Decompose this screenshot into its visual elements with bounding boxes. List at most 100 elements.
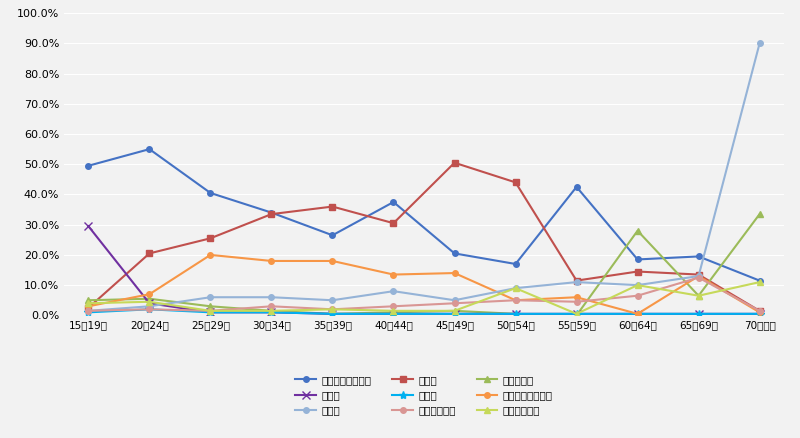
卒　業 — [206, 310, 215, 315]
退職・廃業 — [633, 228, 642, 233]
住　宅 — [389, 289, 398, 294]
交通の利便性 — [754, 308, 764, 314]
就　学 — [389, 311, 398, 317]
転　動 — [389, 221, 398, 226]
卒　業 — [633, 311, 642, 317]
卒　業 — [510, 311, 520, 317]
卒　業 — [145, 307, 154, 312]
Line: 就職・転職・転業: 就職・転職・転業 — [86, 146, 762, 283]
交通の利便性 — [633, 293, 642, 298]
転　動 — [510, 180, 520, 185]
退職・廃業 — [328, 311, 338, 317]
就　学 — [206, 310, 215, 315]
卒　業 — [389, 311, 398, 317]
結婚・離婚・縁組 — [266, 258, 276, 264]
交通の利便性 — [266, 304, 276, 309]
住　宅 — [266, 295, 276, 300]
住　宅 — [450, 298, 459, 303]
Legend: 就職・転職・転業, 就　学, 住　宅, 転　動, 卒　業, 交通の利便性, 退職・廃業, 結婚・離婚・縁組, 生活の利便性: 就職・転職・転業, 就 学, 住 宅, 転 動, 卒 業, 交通の利便性, 退職… — [295, 375, 553, 415]
交通の利便性 — [206, 308, 215, 314]
住　宅 — [328, 298, 338, 303]
退職・廃業 — [206, 304, 215, 309]
交通の利便性 — [145, 307, 154, 312]
就職・転職・転業 — [572, 184, 582, 190]
卒　業 — [694, 311, 703, 317]
卒　業 — [572, 311, 582, 317]
交通の利便性 — [84, 308, 94, 314]
退職・廃業 — [389, 310, 398, 315]
生活の利便性 — [328, 307, 338, 312]
生活の利便性 — [450, 308, 459, 314]
就　学 — [572, 311, 582, 317]
住　宅 — [206, 295, 215, 300]
転　動 — [633, 269, 642, 274]
卒　業 — [328, 311, 338, 317]
就　学 — [328, 311, 338, 317]
就職・転職・転業 — [206, 191, 215, 196]
転　動 — [754, 308, 764, 314]
卒　業 — [754, 311, 764, 317]
結婚・離婚・縁組 — [694, 273, 703, 279]
生活の利便性 — [633, 283, 642, 288]
退職・廃業 — [84, 298, 94, 303]
転　動 — [450, 160, 459, 166]
生活の利便性 — [754, 279, 764, 285]
結婚・離婚・縁組 — [450, 270, 459, 276]
住　宅 — [694, 273, 703, 279]
退職・廃業 — [450, 308, 459, 314]
就職・転職・転業 — [266, 210, 276, 215]
転　動 — [145, 251, 154, 256]
Line: 就　学: 就 学 — [84, 222, 764, 318]
結婚・離婚・縁組 — [754, 310, 764, 315]
交通の利便性 — [450, 300, 459, 306]
卒　業 — [266, 310, 276, 315]
退職・廃業 — [572, 313, 582, 318]
転　動 — [572, 278, 582, 283]
就職・転職・転業 — [633, 257, 642, 262]
退職・廃業 — [754, 212, 764, 217]
退職・廃業 — [694, 293, 703, 298]
就職・転職・転業 — [510, 261, 520, 267]
住　宅 — [145, 304, 154, 309]
生活の利便性 — [389, 308, 398, 314]
転　動 — [206, 236, 215, 241]
交通の利便性 — [510, 298, 520, 303]
卒　業 — [450, 311, 459, 317]
交通の利便性 — [572, 299, 582, 304]
就　学 — [633, 311, 642, 317]
生活の利便性 — [145, 299, 154, 304]
就職・転職・転業 — [145, 146, 154, 152]
退職・廃業 — [266, 308, 276, 314]
就職・転職・転業 — [754, 278, 764, 283]
住　宅 — [510, 286, 520, 291]
生活の利便性 — [84, 300, 94, 306]
結婚・離婚・縁組 — [206, 252, 215, 258]
就　学 — [450, 311, 459, 317]
転　動 — [694, 272, 703, 277]
Line: 交通の利便性: 交通の利便性 — [86, 275, 762, 314]
住　宅 — [754, 41, 764, 46]
結婚・離婚・縁組 — [633, 311, 642, 317]
就　学 — [694, 311, 703, 317]
就　学 — [266, 310, 276, 315]
Line: 卒　業: 卒 業 — [84, 305, 764, 318]
Line: 住　宅: 住 宅 — [86, 41, 762, 314]
住　宅 — [572, 279, 582, 285]
結婚・離婚・縁組 — [145, 292, 154, 297]
就　学 — [145, 300, 154, 306]
生活の利便性 — [694, 293, 703, 298]
就　学 — [754, 311, 764, 317]
結婚・離婚・縁組 — [572, 295, 582, 300]
住　宅 — [633, 283, 642, 288]
交通の利便性 — [694, 275, 703, 280]
Line: 転　動: 転 動 — [86, 160, 762, 314]
Line: 生活の利便性: 生活の利便性 — [85, 279, 763, 317]
交通の利便性 — [328, 307, 338, 312]
結婚・離婚・縁組 — [389, 272, 398, 277]
結婚・離婚・縁組 — [510, 298, 520, 303]
就職・転職・転業 — [694, 254, 703, 259]
住　宅 — [84, 308, 94, 314]
生活の利便性 — [510, 286, 520, 291]
転　動 — [84, 305, 94, 311]
交通の利便性 — [389, 304, 398, 309]
